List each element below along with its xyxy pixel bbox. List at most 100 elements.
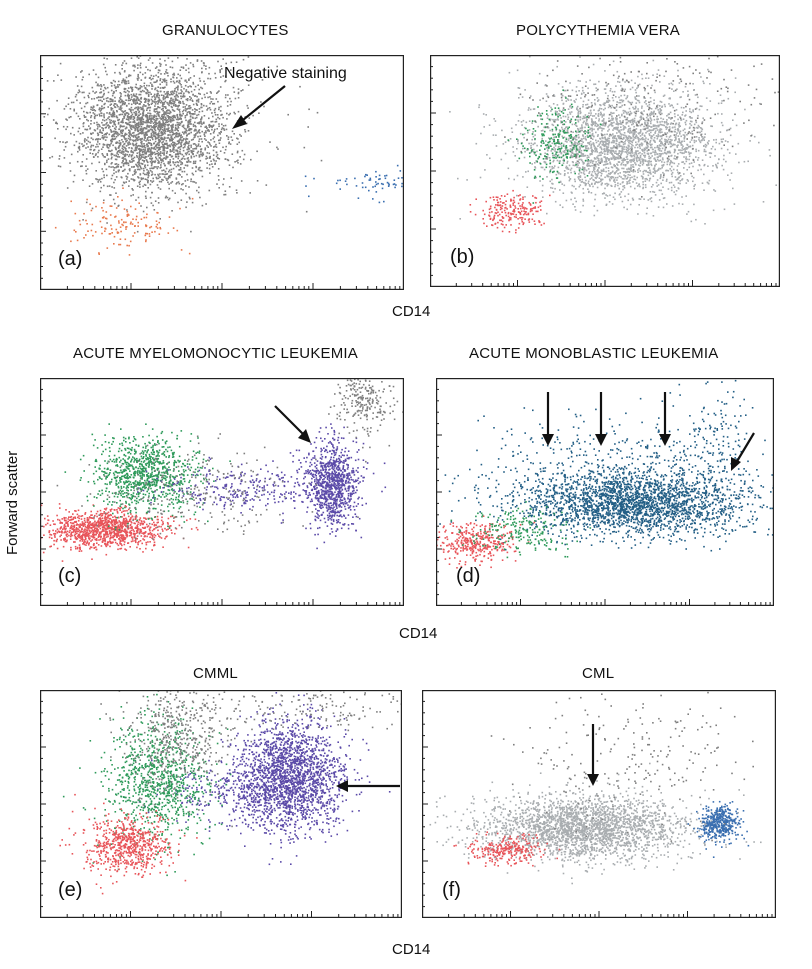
scatter-point	[265, 184, 268, 186]
scatter-point	[559, 173, 562, 175]
scatter-point	[214, 107, 217, 110]
scatter-point	[166, 109, 169, 112]
scatter-point	[617, 123, 619, 126]
scatter-point	[210, 139, 212, 141]
scatter-point	[384, 175, 386, 177]
scatter-point	[384, 177, 387, 180]
scatter-point	[210, 120, 212, 123]
scatter-point	[179, 153, 182, 155]
scatter-point	[613, 90, 616, 93]
scatter-point	[154, 81, 157, 83]
scatter-point	[165, 117, 167, 120]
scatter-point	[127, 144, 129, 146]
scatter-point	[644, 184, 647, 186]
scatter-point	[165, 147, 167, 149]
scatter-point	[131, 89, 134, 91]
scatter-point	[183, 96, 185, 98]
scatter-point	[63, 157, 66, 159]
scatter-point	[551, 187, 554, 189]
scatter-point	[122, 111, 124, 114]
scatter-point	[188, 252, 191, 255]
scatter-point	[103, 106, 106, 109]
scatter-point	[611, 115, 613, 117]
scatter-point	[128, 153, 131, 156]
scatter-point	[172, 161, 174, 163]
scatter-point	[218, 158, 221, 160]
scatter-point	[93, 113, 96, 115]
scatter-point	[100, 148, 103, 150]
scatter-point	[156, 184, 159, 186]
scatter-point	[219, 69, 221, 71]
scatter-point	[674, 123, 677, 126]
scatter-point	[682, 111, 684, 114]
scatter-point	[670, 186, 673, 189]
scatter-point	[173, 110, 176, 112]
scatter-point	[130, 115, 133, 117]
scatter-point	[688, 155, 691, 158]
scatter-point	[116, 86, 118, 88]
scatter-point	[213, 140, 216, 143]
scatter-point	[111, 135, 113, 137]
scatter-point	[569, 111, 571, 114]
scatter-point	[163, 91, 166, 93]
scatter-point	[156, 89, 158, 92]
title-f: CML	[582, 665, 614, 682]
scatter-point	[621, 167, 623, 170]
scatter-point	[169, 100, 171, 103]
scatter-point	[139, 87, 141, 90]
scatter-point	[611, 176, 613, 178]
scatter-point	[122, 79, 124, 82]
scatter-point	[170, 121, 172, 123]
scatter-point	[167, 96, 169, 99]
population-a-3	[304, 164, 403, 204]
scatter-point	[594, 158, 596, 160]
scatter-point	[635, 144, 637, 146]
scatter-point	[116, 165, 119, 168]
scatter-point	[187, 142, 190, 144]
scatter-point	[151, 85, 154, 87]
scatter-point	[144, 99, 147, 102]
scatter-point	[638, 83, 641, 86]
scatter-point	[185, 90, 187, 93]
scatter-point	[393, 183, 396, 185]
scatter-point	[222, 58, 224, 60]
scatter-point	[163, 154, 165, 156]
scatter-point	[219, 139, 221, 141]
scatter-point	[180, 199, 183, 201]
scatter-point	[98, 99, 100, 102]
scatter-point	[108, 118, 111, 121]
scatter-point	[549, 129, 551, 132]
scatter-point	[149, 136, 152, 138]
scatter-point	[606, 157, 608, 159]
scatter-point	[681, 147, 684, 149]
scatter-point	[256, 180, 259, 182]
scatter-point	[120, 176, 123, 178]
scatter-point	[135, 87, 138, 89]
scatter-point	[566, 113, 569, 116]
scatter-point	[175, 135, 177, 137]
scatter-point	[122, 169, 125, 172]
scatter-point	[617, 137, 620, 139]
scatter-point	[139, 103, 141, 105]
scatter-point	[142, 114, 145, 116]
scatter-point	[668, 181, 671, 184]
scatter-point	[642, 162, 645, 165]
scatter-point	[621, 104, 623, 107]
scatter-point	[523, 136, 525, 139]
scatter-point	[111, 82, 113, 85]
scatter-point	[159, 126, 162, 129]
scatter-point	[601, 159, 603, 162]
scatter-point	[181, 163, 184, 165]
scatter-point	[678, 138, 680, 141]
scatter-point	[216, 153, 219, 156]
scatter-point	[660, 189, 662, 192]
scatter-point	[215, 120, 218, 123]
scatter-point	[122, 135, 124, 137]
scatter-point	[138, 110, 141, 113]
scatter-point	[222, 146, 224, 149]
scatter-point	[75, 231, 77, 233]
scatter-point	[660, 124, 663, 126]
scatter-point	[150, 151, 153, 154]
scatter-point	[102, 146, 104, 148]
scatter-point	[634, 136, 637, 138]
